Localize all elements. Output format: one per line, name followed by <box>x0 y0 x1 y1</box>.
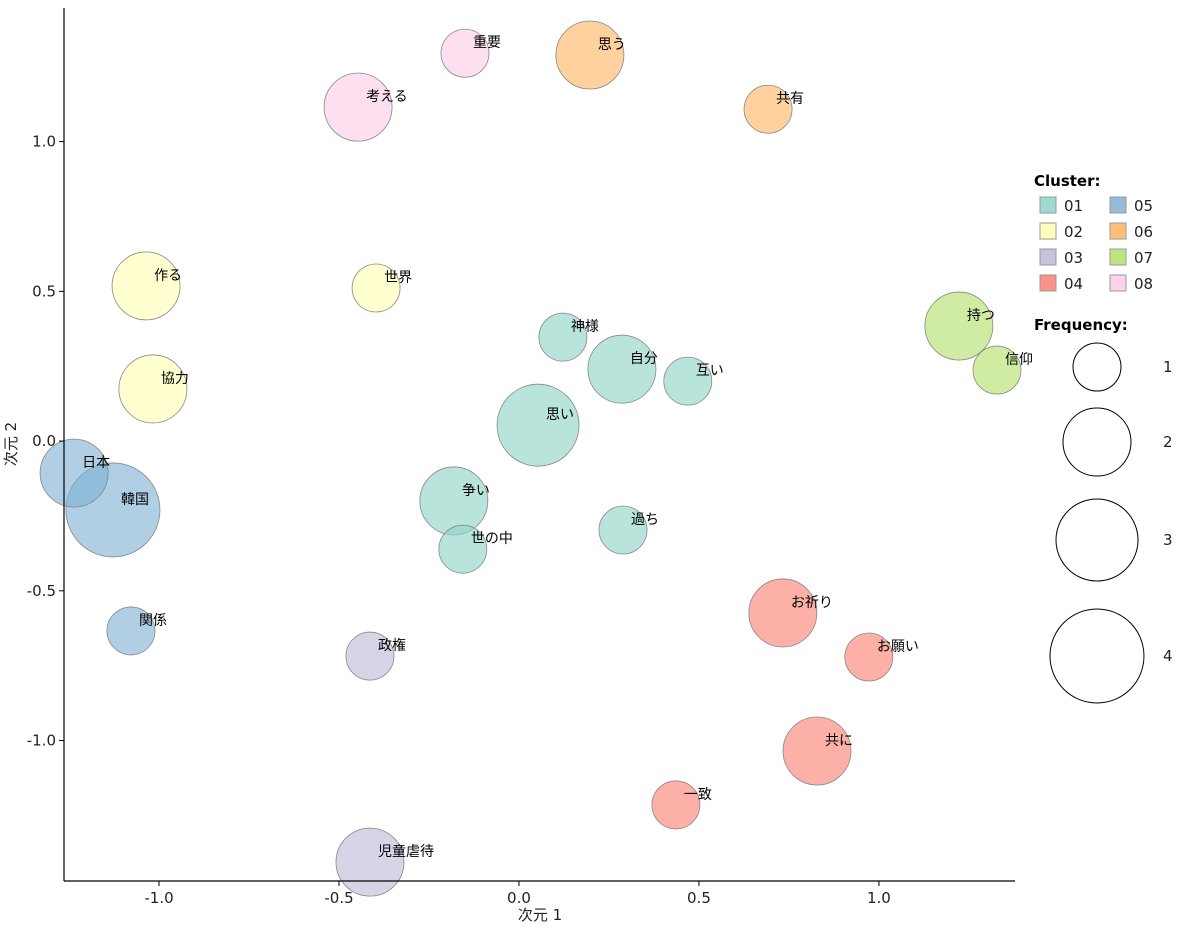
x-tick-label: 0.0 <box>507 889 531 907</box>
bubble-02 <box>351 263 401 313</box>
bubble-04 <box>844 632 894 682</box>
bubble-01 <box>419 466 489 536</box>
legend-size-circle <box>1049 608 1145 704</box>
y-tick-label: -1.0 <box>27 732 56 750</box>
legend-size-label: 3 <box>1163 531 1173 549</box>
y-tick-label: 1.0 <box>32 133 56 151</box>
bubble-01 <box>598 505 648 555</box>
y-tick-label: -0.5 <box>27 582 56 600</box>
bubble-07 <box>972 345 1022 395</box>
point-label: 韓国 <box>121 492 149 508</box>
bubble-05 <box>106 606 156 656</box>
point-label: お願い <box>877 639 919 655</box>
legend-swatch-06 <box>1109 222 1127 240</box>
bubble-05 <box>39 438 109 508</box>
point-label: 共に <box>825 733 853 749</box>
legend-label-07: 07 <box>1134 249 1153 267</box>
point-label: 作る <box>154 268 182 284</box>
point-label: 関係 <box>139 613 167 629</box>
x-axis-label: 次元 1 <box>518 906 562 924</box>
legend-swatch-07 <box>1109 248 1127 266</box>
point-label: 思う <box>598 37 626 53</box>
point-label: 神様 <box>571 319 599 335</box>
legend-cluster-title: Cluster: <box>1034 172 1101 190</box>
bubble-01 <box>663 356 713 406</box>
bubble-04 <box>651 780 701 830</box>
legend-size-circle <box>1072 342 1122 392</box>
legend-swatch-04 <box>1039 274 1057 292</box>
legend-label-06: 06 <box>1134 223 1153 241</box>
ticks-layer: -1.0 -0.5 0.0 0.5 1.0 1.0 0.5 0.0 -0.5 -1.0 <box>27 133 891 907</box>
point-label: 世の中 <box>471 531 513 547</box>
bubble-06 <box>555 20 625 90</box>
point-label: 共有 <box>776 91 804 107</box>
point-label: 重要 <box>473 35 501 51</box>
bubble-07 <box>924 291 994 361</box>
point-label: 過ち <box>631 512 659 528</box>
point-label: 協力 <box>161 371 189 387</box>
point-label: 自分 <box>630 351 658 367</box>
legend-size-label: 2 <box>1163 433 1173 451</box>
bubble-08 <box>440 28 490 78</box>
y-axis-label: 次元 2 <box>2 422 20 466</box>
bubble-02 <box>111 251 181 321</box>
legend-label-03: 03 <box>1064 249 1083 267</box>
point-label: 思い <box>546 407 574 423</box>
legend-label-01: 01 <box>1064 197 1083 215</box>
y-tick-label: 0.0 <box>32 432 56 450</box>
bubble-03 <box>345 631 395 681</box>
legend-label-08: 08 <box>1134 275 1153 293</box>
bubble-01 <box>438 524 488 574</box>
legend-swatch-08 <box>1109 274 1127 292</box>
axes <box>63 8 1015 882</box>
point-label: 信仰 <box>1005 352 1033 368</box>
point-label: 政権 <box>378 637 406 654</box>
legend-swatch-05 <box>1109 196 1127 214</box>
legend-swatch-02 <box>1039 222 1057 240</box>
x-tick-label: 1.0 <box>867 889 891 907</box>
legend: Cluster: Frequency: 01 02 03 04 05 06 07 08 1 2 3 4 <box>1034 172 1173 704</box>
legend-size-label: 4 <box>1163 647 1173 665</box>
y-tick-label: 0.5 <box>32 282 56 300</box>
point-label: 考える <box>366 89 408 105</box>
bubble-06 <box>743 84 793 134</box>
bubble-03 <box>335 827 405 897</box>
point-label: 一致 <box>684 787 712 803</box>
legend-size-label: 1 <box>1163 358 1173 376</box>
bubble-02 <box>118 354 188 424</box>
bubble-08 <box>323 72 393 142</box>
bubble-04 <box>748 578 818 648</box>
legend-swatch-03 <box>1039 248 1057 266</box>
bubble-01 <box>538 312 588 362</box>
legend-size-circle <box>1062 407 1132 477</box>
legend-size-circle <box>1055 498 1139 582</box>
legend-frequency-title: Frequency: <box>1034 316 1128 334</box>
legend-swatch-01 <box>1039 196 1057 214</box>
legend-label-04: 04 <box>1064 275 1083 293</box>
point-label: 日本 <box>82 455 110 471</box>
point-label: 争い <box>462 483 490 499</box>
point-label: 児童虐待 <box>378 843 434 860</box>
x-tick-label: -0.5 <box>324 889 353 907</box>
point-label: お祈り <box>791 595 833 611</box>
bubble-01 <box>587 334 657 404</box>
x-tick-label: 0.5 <box>687 889 711 907</box>
point-label: 持つ <box>967 308 995 324</box>
bubble-04 <box>782 716 852 786</box>
legend-label-05: 05 <box>1134 197 1153 215</box>
x-tick-label: -1.0 <box>144 889 173 907</box>
point-label: 世界 <box>384 270 412 286</box>
bubble-01 <box>496 383 580 467</box>
legend-label-02: 02 <box>1064 223 1083 241</box>
point-label: 互い <box>696 363 724 379</box>
